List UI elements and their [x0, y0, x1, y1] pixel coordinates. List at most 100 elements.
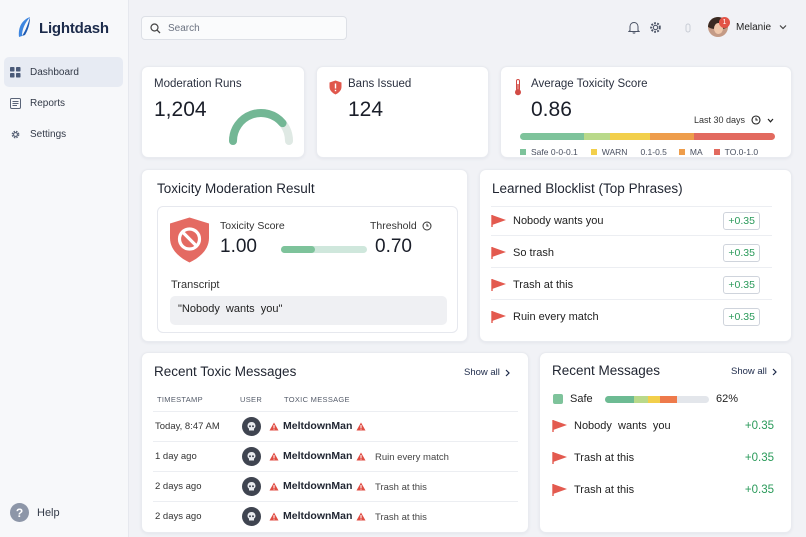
warning-icon [356, 512, 366, 520]
safe-summary: Safe [553, 393, 593, 405]
row-timestamp: Today, 8:47 AM [155, 421, 220, 432]
table-row[interactable]: 1 day ago MeltdownMan Ruin every match [153, 441, 518, 471]
show-all-label: Show all [464, 367, 500, 378]
table-row[interactable]: 2 days ago MeltdownMan Trash at this [153, 501, 518, 531]
list-item[interactable]: Trash at this +0.35 [552, 444, 782, 472]
search-input[interactable] [168, 22, 328, 34]
sidebar-item-dashboard[interactable]: Dashboard [4, 57, 123, 87]
bans-issued-label: Bans Issued [348, 78, 412, 90]
flag-icon [491, 246, 506, 259]
flag-icon [552, 452, 567, 464]
skull-avatar-icon [242, 447, 261, 466]
reports-icon [10, 97, 21, 109]
table-row[interactable]: Today, 8:47 AM MeltdownMan [153, 411, 518, 441]
warning-icon [356, 482, 366, 490]
app-name: Lightdash [39, 19, 109, 37]
user-name: Melanie [736, 21, 772, 33]
bans-issued-value: 124 [348, 98, 384, 121]
list-item[interactable]: Trash at this +0.35 [491, 270, 772, 300]
row-user: MeltdownMan [269, 510, 366, 522]
list-item[interactable]: Trash at this +0.35 [552, 476, 782, 504]
chevron-down-icon [767, 118, 774, 123]
legend-safe: Safe 0-0-0.1 [531, 147, 578, 157]
period-select[interactable]: Last 30 days [694, 115, 774, 125]
blocklist-card: Learned Blocklist (Top Phrases) Nobody w… [479, 169, 792, 342]
safe-swatch [553, 394, 563, 404]
bar-warn-segment [648, 396, 660, 403]
help-button[interactable]: ? Help [10, 503, 60, 522]
warning-icon [269, 482, 279, 490]
threshold-bar [281, 246, 367, 253]
search-box[interactable] [141, 16, 347, 40]
row-user: MeltdownMan [269, 450, 366, 462]
header-icons [628, 21, 692, 34]
app-logo[interactable]: Lightdash [16, 16, 109, 40]
period-label: Last 30 days [694, 115, 746, 125]
row-username: MeltdownMan [283, 510, 353, 522]
skull-avatar-icon [242, 477, 261, 496]
warning-icon [356, 422, 366, 430]
blocklist-phrase: Ruin every match [513, 311, 599, 323]
dashboard-icon [10, 66, 21, 77]
lightdash-logo-icon [18, 17, 30, 37]
legend-swatch [678, 149, 685, 155]
moderation-runs-label: Moderation Runs [154, 78, 242, 90]
average-toxicity-card: Average Toxicity Score 0.86 Last 30 days… [500, 66, 792, 158]
legend-ma: MA [689, 147, 703, 157]
show-all-button[interactable]: Show all [464, 367, 510, 378]
message-delta: +0.35 [744, 484, 774, 496]
flag-icon [552, 420, 567, 432]
column-header-message: TOXIC MESSAGE [284, 395, 350, 404]
help-label: Help [37, 506, 60, 519]
recent-messages-title: Recent Messages [552, 363, 661, 378]
show-all-label: Show all [731, 366, 767, 377]
divider-icon [685, 23, 691, 32]
message-delta: +0.35 [744, 420, 774, 432]
row-username: MeltdownMan [283, 450, 353, 462]
blocklist-title: Learned Blocklist (Top Phrases) [492, 181, 683, 196]
warning-icon [356, 452, 366, 460]
sidebar-item-settings[interactable]: Settings [4, 119, 123, 149]
chevron-right-icon [505, 369, 510, 376]
legend-warn: WARN [601, 147, 628, 157]
clock-icon [751, 115, 761, 125]
flag-icon [491, 215, 506, 227]
row-message: Trash at this [375, 512, 427, 523]
scale-toxic-segment [694, 133, 775, 140]
list-item[interactable]: Ruin every match +0.35 [491, 302, 772, 332]
scale-mid-segment [650, 133, 694, 140]
blocklist-delta: +0.35 [723, 212, 760, 230]
scale-safe-segment [520, 133, 584, 140]
notification-badge: 1 [719, 17, 730, 28]
bar-low-segment [634, 396, 648, 403]
blocklist-delta: +0.35 [723, 243, 760, 262]
bans-issued-card: Bans Issued 124 [316, 66, 489, 158]
bell-icon[interactable] [628, 21, 640, 34]
table-row[interactable]: 2 days ago MeltdownMan Trash at this [153, 471, 518, 501]
sidebar-item-label: Reports [30, 97, 66, 109]
list-item[interactable]: Nobody wants you +0.35 [552, 412, 782, 440]
flag-icon [491, 311, 506, 323]
shield-alert-icon [329, 80, 342, 95]
safe-label: Safe [570, 393, 593, 405]
threshold-label-group: Threshold [370, 220, 432, 232]
blocklist-phrase: Nobody wants you [513, 215, 604, 227]
list-item[interactable]: So trash +0.35 [491, 238, 772, 268]
settings-gear-icon[interactable] [649, 21, 662, 34]
safe-ratio-bar [605, 396, 709, 403]
scale-warn-segment [610, 133, 650, 140]
row-message: Ruin every match [375, 452, 449, 463]
column-header-user: USER [240, 395, 263, 404]
row-timestamp: 2 days ago [155, 511, 202, 522]
show-all-button[interactable]: Show all [731, 366, 777, 377]
list-item[interactable]: Nobody wants you +0.35 [491, 206, 772, 236]
gauge-fill [229, 109, 287, 145]
search-icon [150, 22, 161, 33]
moderation-runs-value: 1,204 [154, 98, 207, 121]
toxicity-scale-bar [520, 133, 775, 140]
sidebar-item-reports[interactable]: Reports [4, 88, 123, 118]
warning-icon [269, 422, 279, 430]
threshold-label: Threshold [370, 220, 417, 232]
toxicity-result-title: Toxicity Moderation Result [157, 181, 315, 196]
blocklist-delta: +0.35 [723, 275, 760, 294]
